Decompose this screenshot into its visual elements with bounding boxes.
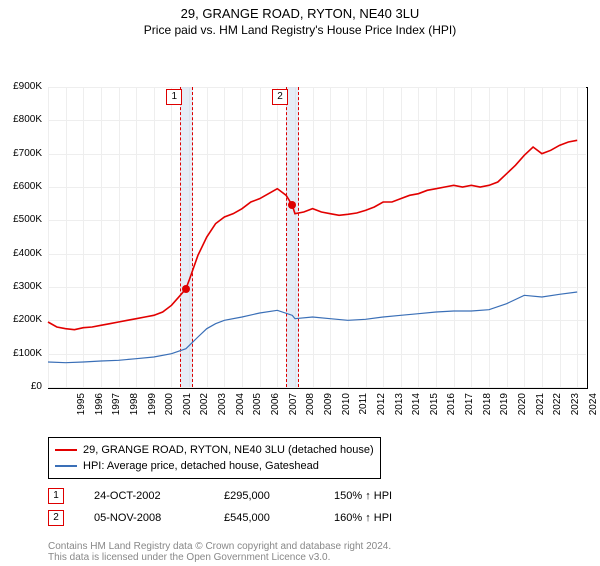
x-axis-label: 2006 <box>270 393 281 423</box>
x-axis-label: 2017 <box>464 393 475 423</box>
series-line <box>48 140 577 329</box>
x-axis-label: 2013 <box>394 393 405 423</box>
x-axis-label: 2002 <box>199 393 210 423</box>
x-axis-label: 1996 <box>94 393 105 423</box>
x-axis-label: 2003 <box>217 393 228 423</box>
transaction-hpi: 160% ↑ HPI <box>334 507 392 529</box>
legend-label: HPI: Average price, detached house, Gate… <box>83 458 319 474</box>
x-axis-label: 2015 <box>429 393 440 423</box>
x-axis-label: 1997 <box>111 393 122 423</box>
x-axis-label: 2021 <box>535 393 546 423</box>
transaction-date: 05-NOV-2008 <box>94 507 194 529</box>
transaction-marker-box: 1 <box>166 89 182 105</box>
legend-item: 29, GRANGE ROAD, RYTON, NE40 3LU (detach… <box>55 442 374 458</box>
x-axis-label: 2011 <box>358 393 369 423</box>
x-axis-label: 2004 <box>235 393 246 423</box>
series-line <box>48 292 577 363</box>
transaction-row: 1 24-OCT-2002 £295,000 150% ↑ HPI <box>48 485 392 507</box>
x-axis-label: 2024 <box>588 393 599 423</box>
x-axis-label: 2016 <box>446 393 457 423</box>
transaction-dot <box>182 285 190 293</box>
transaction-dot <box>288 201 296 209</box>
transactions-table: 1 24-OCT-2002 £295,000 150% ↑ HPI 2 05-NOV-20… <box>48 485 392 529</box>
chart-container: { "title": "29, GRANGE ROAD, RYTON, NE40… <box>0 6 600 566</box>
x-axis-label: 2001 <box>182 393 193 423</box>
x-axis-label: 2007 <box>288 393 299 423</box>
series-svg <box>0 37 588 389</box>
x-axis-label: 2018 <box>482 393 493 423</box>
x-axis-label: 2000 <box>164 393 175 423</box>
transaction-row: 2 05-NOV-2008 £545,000 160% ↑ HPI <box>48 507 392 529</box>
x-axis-label: 2012 <box>376 393 387 423</box>
x-axis-label: 1999 <box>147 393 158 423</box>
transaction-id-box: 1 <box>48 488 64 504</box>
legend-swatch <box>55 465 77 467</box>
legend: 29, GRANGE ROAD, RYTON, NE40 3LU (detach… <box>48 437 381 479</box>
transaction-price: £295,000 <box>224 485 304 507</box>
x-axis-label: 2008 <box>305 393 316 423</box>
chart-subtitle: Price paid vs. HM Land Registry's House … <box>0 23 600 37</box>
x-axis-label: 2009 <box>323 393 334 423</box>
x-axis-label: 2023 <box>570 393 581 423</box>
x-axis-label: 2020 <box>517 393 528 423</box>
x-axis-label: 2022 <box>552 393 563 423</box>
transaction-id-box: 2 <box>48 510 64 526</box>
x-axis-label: 2014 <box>411 393 422 423</box>
x-axis-label: 1995 <box>76 393 87 423</box>
legend-label: 29, GRANGE ROAD, RYTON, NE40 3LU (detach… <box>83 442 374 458</box>
x-axis-label: 2019 <box>499 393 510 423</box>
x-axis-label: 2005 <box>252 393 263 423</box>
x-axis-label: 2010 <box>341 393 352 423</box>
transaction-marker-box: 2 <box>272 89 288 105</box>
transaction-price: £545,000 <box>224 507 304 529</box>
transaction-hpi: 150% ↑ HPI <box>334 485 392 507</box>
legend-swatch <box>55 449 77 451</box>
x-axis-label: 1998 <box>129 393 140 423</box>
transaction-date: 24-OCT-2002 <box>94 485 194 507</box>
chart-title: 29, GRANGE ROAD, RYTON, NE40 3LU <box>0 6 600 21</box>
legend-item: HPI: Average price, detached house, Gate… <box>55 458 374 474</box>
